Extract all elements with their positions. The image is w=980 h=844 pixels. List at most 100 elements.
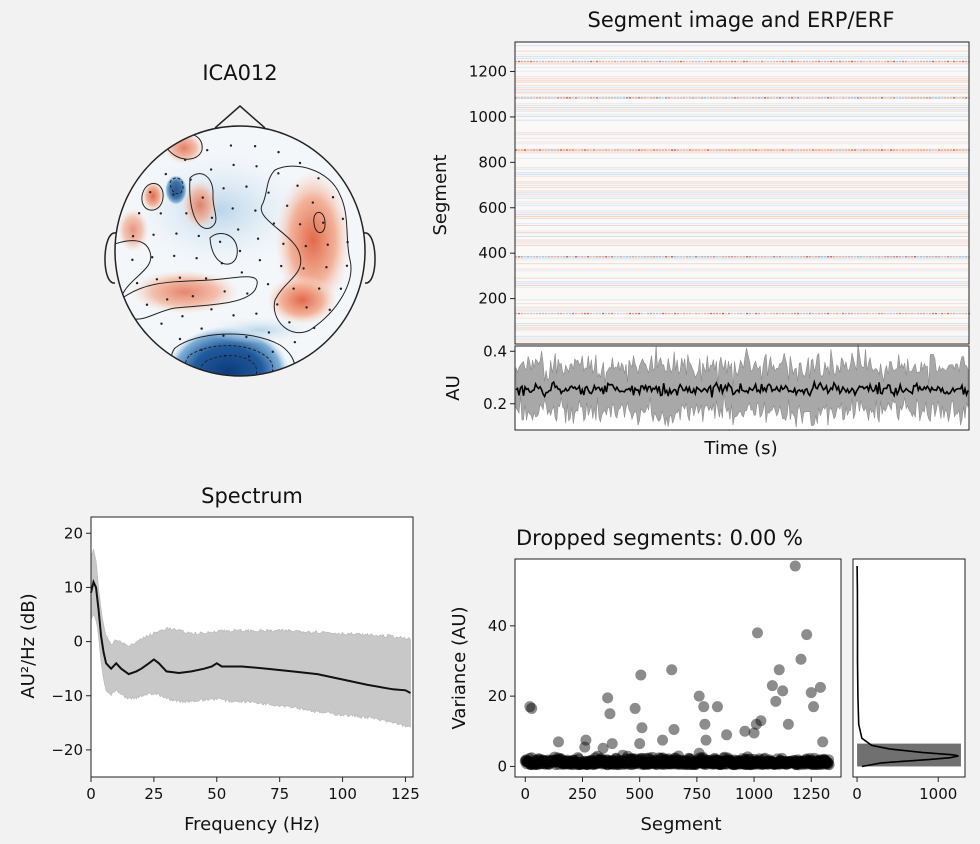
segment-row [515, 328, 969, 330]
segment-row-highlight [719, 312, 722, 315]
variance-point [627, 754, 639, 766]
segment-row-highlight [935, 149, 938, 151]
segment-row-highlight [728, 256, 731, 258]
sensor-dot [159, 212, 162, 215]
segment-row-highlight [806, 60, 809, 63]
sensor-dot [293, 340, 297, 344]
variance-outlier-point [636, 722, 648, 734]
variance-point [692, 756, 704, 768]
variance-point [662, 758, 674, 770]
segment-row-highlight [707, 60, 710, 63]
segment-row-highlight [671, 312, 674, 315]
segment-row-highlight [593, 149, 596, 151]
segment-row-highlight [803, 149, 806, 151]
segment-row-highlight [755, 256, 758, 258]
variance-point [579, 755, 591, 767]
segment-row-highlight [599, 60, 602, 63]
variance-point [733, 758, 745, 770]
segment-row-highlight [683, 60, 686, 63]
segment-row-highlight [950, 149, 953, 151]
variance-point [753, 757, 765, 769]
segment-row-highlight [743, 60, 746, 63]
variance-point [566, 755, 578, 767]
variance-point [748, 753, 760, 765]
variance-point [679, 756, 691, 768]
segment-row [515, 105, 969, 107]
variance-point [553, 758, 565, 770]
segment-row-highlight [761, 60, 764, 63]
variance-point [786, 756, 798, 768]
segment-row [515, 339, 969, 341]
segment-row-highlight [596, 312, 599, 315]
segment-row-highlight [830, 149, 833, 151]
variance-point [563, 758, 575, 770]
segment-row-highlight [722, 149, 725, 151]
variance-point [716, 755, 728, 767]
variance-point [635, 753, 647, 765]
segment-row-highlight [830, 256, 833, 258]
variance-point [790, 759, 802, 771]
segment-row-highlight [650, 60, 653, 63]
segment-row-highlight [965, 312, 968, 315]
segment-row-highlight [908, 149, 911, 151]
segment-row-highlight [872, 60, 875, 63]
variance-point [736, 756, 748, 768]
variance-outlier-point [579, 741, 591, 753]
variance-outlier-point [629, 702, 641, 714]
variance-point [574, 758, 586, 770]
variance-point [668, 756, 680, 768]
variance-point [641, 752, 653, 764]
segment-row-highlight [725, 312, 728, 315]
variance-point [732, 756, 744, 768]
segment-row-highlight [548, 256, 551, 258]
variance-point [529, 754, 541, 766]
segment-row-highlight [887, 256, 890, 258]
variance-point [717, 758, 729, 770]
segment-row-highlight [689, 256, 692, 258]
segment-row-highlight [785, 60, 788, 63]
segment-row-highlight [908, 256, 911, 258]
segment-row-highlight [815, 312, 818, 315]
segment-row-highlight [956, 97, 959, 99]
variance-point [537, 754, 549, 766]
variance-point [576, 757, 588, 769]
variance-point [624, 759, 636, 771]
segment-row [515, 143, 969, 145]
segment-row-highlight [590, 312, 593, 315]
spectrum-confidence-band [90, 549, 411, 728]
variance-point [668, 757, 680, 769]
segment-row-highlight [869, 312, 872, 315]
variance-point [611, 756, 623, 768]
variance-point [678, 758, 690, 770]
segment-row-highlight [554, 256, 557, 258]
segment-row-highlight [581, 149, 584, 151]
segment-row-highlight [644, 97, 647, 99]
variance-point [560, 758, 572, 770]
segment-row-highlight [755, 97, 758, 99]
segment-row [515, 217, 969, 219]
segment-row-highlight [782, 312, 785, 315]
variance-point [763, 755, 775, 767]
variance-point [664, 756, 676, 768]
variance-point [776, 752, 788, 764]
variance-plot-area [515, 559, 841, 777]
segment-row-highlight [884, 97, 887, 99]
segment-row-highlight [683, 312, 686, 315]
variance-point [625, 753, 637, 765]
variance-point [713, 758, 725, 770]
segment-row-highlight [620, 97, 623, 99]
segment-row-highlight [851, 60, 854, 63]
segment-row-highlight [611, 149, 614, 151]
segment-row [515, 277, 969, 279]
variance-point [629, 758, 641, 770]
segment-row-highlight [527, 256, 530, 258]
variance-point [811, 758, 823, 770]
segment-row-highlight [923, 149, 926, 151]
variance-point [819, 754, 831, 766]
variance-y-tick-label: 0 [497, 757, 507, 775]
variance-point [663, 753, 675, 765]
variance-point [714, 758, 726, 770]
segment-row-highlight [812, 97, 815, 99]
segment-row-highlight [818, 60, 821, 63]
